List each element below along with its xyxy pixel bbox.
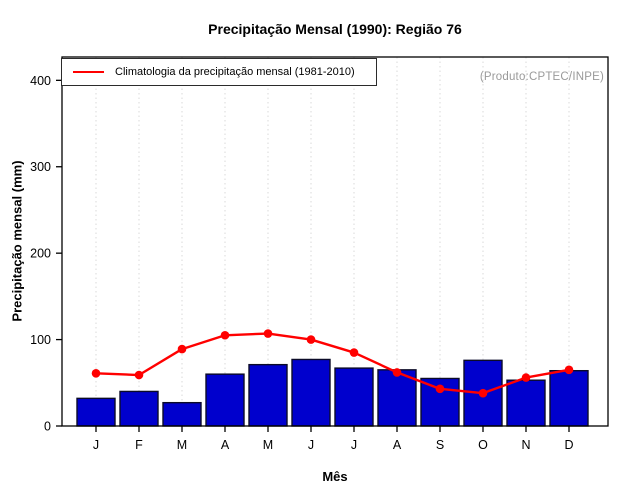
x-tick-label: A (221, 438, 230, 452)
x-tick-label: S (436, 438, 444, 452)
x-tick-label: D (564, 438, 573, 452)
climatology-point (521, 373, 531, 382)
bar (420, 377, 460, 427)
climatology-point (306, 335, 316, 344)
x-tick-label: N (521, 438, 530, 452)
climatology-point (478, 388, 488, 398)
x-axis-label: Mês (322, 469, 348, 484)
product-credit-label: (Produto:CPTEC/INPE) (479, 71, 604, 83)
y-axis-label: Precipitação mensal (mm) (9, 160, 25, 322)
climatology-point (91, 368, 101, 378)
bar (549, 369, 589, 427)
x-tick-label: J (308, 438, 314, 452)
legend-label: Climatologia da precipitação mensal (198… (115, 66, 355, 78)
x-tick-label: M (263, 438, 273, 452)
chart-title: Precipitação Mensal (1990): Região 76 (208, 21, 462, 37)
y-tick-label: 300 (30, 160, 51, 174)
bar (506, 379, 546, 427)
y-tick-label: 400 (30, 74, 51, 88)
x-tick-label: J (351, 438, 357, 452)
bar (76, 397, 116, 427)
climatology-point (177, 344, 187, 354)
x-tick-label: M (177, 438, 187, 452)
climatology-point (220, 330, 230, 340)
climatology-line (95, 332, 570, 395)
climatology-point (263, 329, 273, 338)
climatology-point (564, 365, 574, 375)
climatology-point (392, 368, 402, 377)
plot-frame (61, 56, 609, 427)
y-tick-label: 0 (44, 420, 51, 434)
bar (334, 367, 374, 427)
x-tick-label: F (135, 438, 143, 452)
bar (205, 373, 245, 427)
climatology-point (134, 370, 144, 380)
legend-box: Climatologia da precipitação mensal (198… (61, 58, 377, 86)
bar (162, 401, 202, 427)
climatology-point (349, 348, 359, 357)
x-tick-label: O (478, 438, 488, 452)
bar (291, 358, 331, 427)
climatology-point (435, 384, 445, 394)
bar (248, 363, 288, 427)
y-tick-label: 100 (30, 333, 51, 347)
x-tick-label: J (93, 438, 99, 452)
x-tick-label: A (393, 438, 402, 452)
legend-line-sample-icon (73, 71, 104, 73)
y-tick-label: 200 (30, 247, 51, 261)
bar (119, 390, 159, 427)
